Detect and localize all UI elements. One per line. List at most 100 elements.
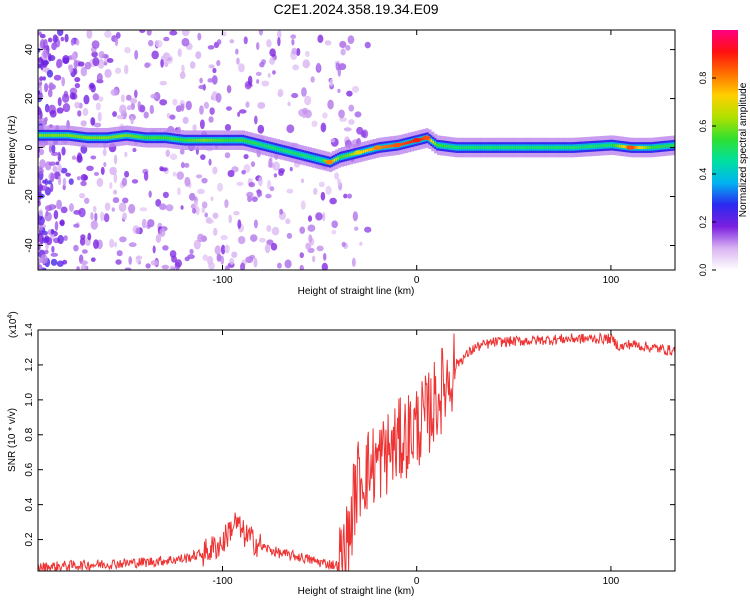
heatmap-ridge-core [391,144,394,148]
heatmap-noise-cell [324,40,332,46]
heatmap-noise-cell [61,76,65,87]
heatmap-noise-cell [111,207,115,212]
heatmap-ridge-core [286,150,289,153]
heatmap-noise-cell [216,60,221,67]
heatmap-noise-cell [351,85,360,93]
heatmap-noise-cell [267,72,271,78]
heatmap-noise-cell [199,77,203,84]
heatmap-ridge-core [105,136,109,140]
heatmap-ridge-core [212,138,215,142]
heatmap-noise-cell [343,127,352,132]
snr-plot-area [38,330,675,571]
heatmap-ridge-core [333,158,336,162]
heatmap-ridge-core [276,147,280,151]
heatmap-ridge-core [168,136,171,140]
heatmap-ridge-core [593,144,596,148]
heatmap-ridge-core [428,137,431,141]
heatmap-ridge-core [127,134,130,138]
heatmap-ridge-core [649,146,652,150]
snr-panel: -100 0 100 0.2 0.4 0.6 0.8 1.0 1.2 1.4 Height of… [7,311,676,597]
heatmap-noise-cell [224,152,231,159]
heatmap-noise-cell [90,155,97,160]
heatmap-noise-cell [259,61,265,68]
heatmap-noise-cell [104,68,112,78]
heatmap-ridge-core [513,146,516,150]
heatmap-noise-cell [135,227,141,234]
heatmap-ridge-core [504,146,507,150]
heatmap-ridge-core [230,138,233,142]
heatmap-noise-cell [83,174,89,181]
heatmap-noise-cell [47,180,52,185]
heatmap-noise-cell [53,74,62,81]
heatmap-noise-cell [181,64,185,73]
heatmap-ridge-core [471,146,474,150]
heatmap-noise-cell [41,67,50,73]
snr-y-multiplier-exp: 4 [7,315,14,319]
heatmap-ridge-core [142,136,146,139]
heatmap-noise-cell [334,172,339,180]
colorbar-tick-label: 0.8 [698,72,708,85]
heatmap-ridge-core [362,150,365,153]
heatmap-noise-cell [169,114,176,120]
heatmap-ridge-core [280,148,283,152]
heatmap-ridge-core [100,136,103,140]
heatmap-ridge-core [366,149,369,152]
heatmap-noise-cell [84,61,92,70]
heatmap-noise-cell [114,36,119,47]
heatmap-noise-cell [148,190,152,198]
heatmap-ridge-core [447,145,450,149]
heatmap-ridge-core [601,144,604,148]
heatmap-ridge-core [319,158,322,162]
heatmap-ridge-core [306,154,309,158]
heatmap-ridge-core [267,145,270,149]
heatmap-ridge-core [451,145,454,149]
heatmap-noise-cell [189,192,196,201]
heatmap-ridge-core [71,134,74,138]
heatmap-hotspot [373,145,382,150]
heatmap-noise-cell [338,109,345,119]
heatmap-noise-cell [73,68,78,75]
heatmap-noise-cell [220,234,228,241]
heatmap-ridge-core [405,141,408,145]
heatmap-noise-cell [113,189,118,195]
heatmap-noise-cell [169,30,178,36]
heatmap-ridge-core [138,135,142,139]
heatmap-ridge-core [113,135,116,139]
heatmap-ridge-core [131,134,134,138]
heatmap-noise-cell [149,104,155,115]
heatmap-ridge-core [432,140,435,144]
heatmap-ridge-core [546,146,549,150]
heatmap-noise-cell [44,117,48,122]
colorbar-tick-label: 0.0 [698,264,708,277]
heatmap-noise-cell [74,77,81,83]
heatmap-ridge-core [181,138,184,142]
heatmap-noise-cell [125,94,132,101]
heatmap-ridge-core [88,136,91,140]
heatmap-ridge-core [210,138,213,142]
heatmap-ridge-core [653,145,656,149]
heatmap-noise-cell [38,63,43,69]
heatmap-ridge-core [123,134,126,138]
heatmap-noise-cell [119,104,127,115]
heatmap-noise-cell [172,98,178,106]
heatmap-noise-cell [130,116,134,125]
heatmap-noise-cell [112,197,120,204]
heatmap-noise-cell [291,93,299,99]
heatmap-ridge-core [589,144,592,148]
heatmap-noise-cell [206,255,214,266]
heatmap-noise-cell [124,64,129,75]
heatmap-ridge-core [53,133,56,137]
heatmap-ridge-core [529,146,532,150]
heatmap-noise-cell [302,59,311,69]
heatmap-noise-cell [103,213,110,223]
heatmap-ridge-core [197,138,200,142]
heatmap-noise-cell [220,244,226,255]
heatmap-ridge-core [350,152,353,156]
heatmap-noise-cell [38,94,44,99]
heatmap-noise-cell [184,176,191,187]
heatmap-noise-cell [253,219,258,229]
heatmap-noise-cell [150,260,159,266]
heatmap-noise-cell [73,59,78,70]
heatmap-ridge-core [84,136,87,139]
heatmap-ridge-core [346,153,349,157]
